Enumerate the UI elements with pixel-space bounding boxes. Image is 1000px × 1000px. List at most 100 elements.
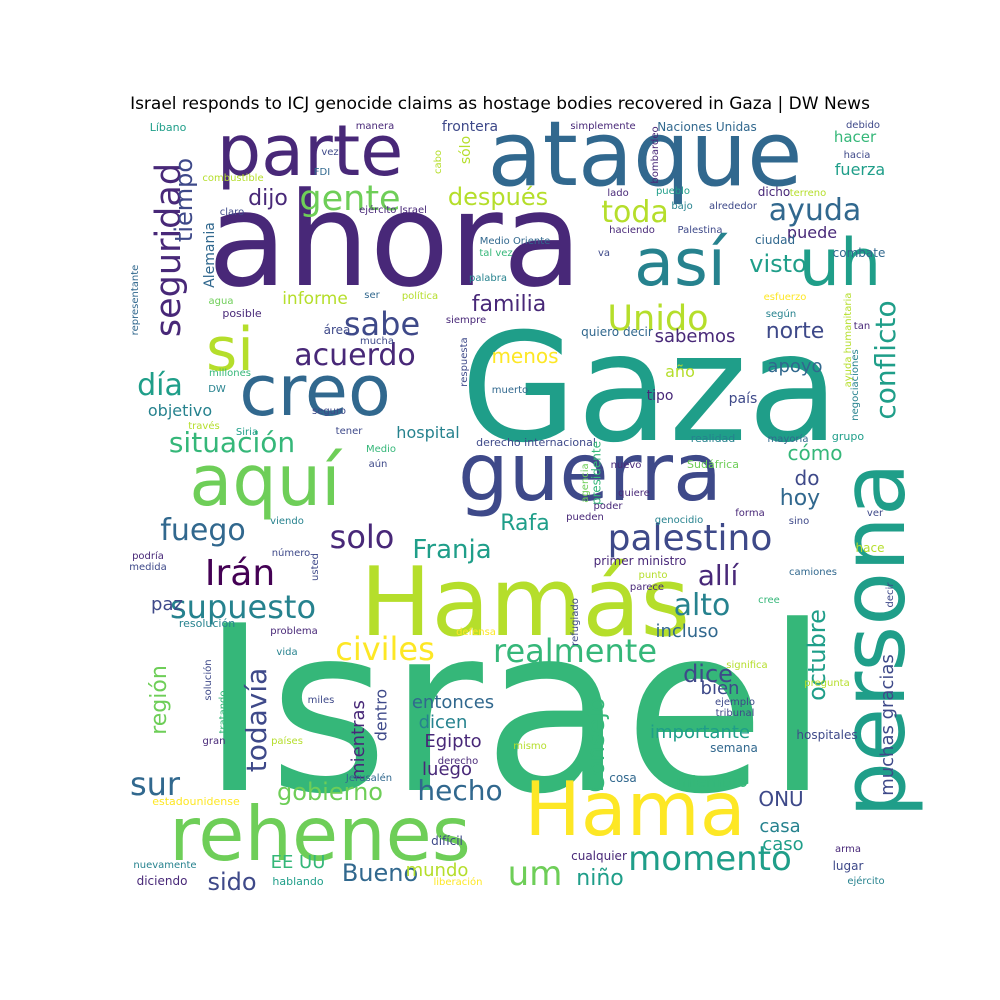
word-hamas: Hamás bbox=[360, 548, 690, 658]
word-gente: gente bbox=[299, 179, 400, 219]
word-manera: manera bbox=[356, 121, 395, 132]
word-semana: semana bbox=[710, 741, 758, 755]
word-podria: podría bbox=[132, 550, 164, 562]
word-seguridad: seguridad bbox=[149, 163, 189, 337]
word-cabo: cabo bbox=[433, 150, 444, 174]
word-ee-uu: EE UU bbox=[271, 852, 326, 873]
word-lugar: lugar bbox=[833, 859, 864, 873]
word-dijo: dijo bbox=[248, 186, 288, 211]
word-situacion: situación bbox=[169, 426, 295, 459]
word-como: cómo bbox=[788, 441, 843, 465]
word-frontera: frontera bbox=[442, 119, 498, 135]
word-dia: día bbox=[137, 368, 183, 403]
word-menos: menos bbox=[491, 344, 558, 368]
word-traves: través bbox=[188, 420, 219, 432]
word-representante: representante bbox=[130, 265, 141, 336]
word-solo: sólo bbox=[458, 136, 474, 164]
word-dw: DW bbox=[208, 384, 226, 395]
word-gobierno: gobierno bbox=[277, 778, 383, 806]
word-ver: ver bbox=[867, 508, 884, 519]
word-haciendo: haciendo bbox=[609, 225, 655, 236]
word-mundo: mundo bbox=[406, 860, 469, 881]
word-posible: posible bbox=[222, 307, 262, 320]
word-tan: tan bbox=[854, 321, 870, 332]
word-vez: vez bbox=[321, 147, 338, 158]
word-nuevo: nuevo bbox=[611, 460, 642, 471]
chart-title: Israel responds to ICJ genocide claims a… bbox=[130, 94, 870, 114]
word-esfuerzo: esfuerzo bbox=[764, 292, 807, 303]
word-politica: política bbox=[402, 290, 438, 302]
word-alemania: Alemania bbox=[202, 222, 218, 288]
word-sur: sur bbox=[130, 765, 181, 803]
word-bajo: bajo bbox=[671, 201, 692, 212]
word-parte: parte bbox=[217, 110, 404, 192]
word-tipo: tipo bbox=[647, 388, 674, 404]
word-area: área bbox=[324, 323, 351, 337]
word-claro: claro bbox=[220, 207, 244, 218]
word-despues: después bbox=[448, 183, 548, 211]
word-resolucion: resolución bbox=[179, 617, 235, 630]
word-todavia: todavía bbox=[240, 668, 273, 773]
word-alrededor: alrededor bbox=[709, 201, 758, 212]
word-cree: cree bbox=[758, 595, 780, 606]
word-guerra: guerra bbox=[458, 426, 722, 519]
word-defensa: defensa bbox=[456, 627, 496, 638]
word-rafa: Rafa bbox=[500, 511, 550, 536]
word-israel: Israel bbox=[201, 578, 830, 845]
word-mucha: mucha bbox=[360, 336, 394, 347]
word-objetivo: objetivo bbox=[148, 401, 212, 420]
word-terreno: terreno bbox=[790, 188, 827, 199]
word-conflicto: conflicto bbox=[869, 300, 902, 419]
word-si: si bbox=[206, 315, 254, 385]
word-grupo: grupo bbox=[832, 430, 864, 443]
word-entonces: entonces bbox=[412, 692, 494, 713]
word-ejercito: ejército bbox=[847, 875, 884, 887]
word-presidente: presidente bbox=[590, 441, 604, 505]
word-visto: visto bbox=[749, 250, 806, 278]
word-consejo: Consejo bbox=[582, 697, 610, 792]
word-jerusalen: Jerusalén bbox=[345, 772, 392, 784]
word-parece: parece bbox=[630, 582, 664, 593]
word-unido: Unido bbox=[607, 299, 708, 339]
word-onu: ONU bbox=[758, 787, 803, 811]
word-nuevamente: nuevamente bbox=[133, 860, 196, 871]
word-solo: solo bbox=[330, 518, 395, 556]
word-miles: miles bbox=[308, 695, 335, 706]
word-muchas-gracias: muchas gracias bbox=[877, 654, 898, 796]
word-naciones-unidas: Naciones Unidas bbox=[657, 120, 757, 134]
word-derecho: derecho bbox=[438, 756, 479, 767]
word-dificil: difícil bbox=[431, 834, 463, 848]
word-ataque: ataque bbox=[487, 102, 802, 207]
word-hecho: hecho bbox=[417, 774, 502, 807]
word-creo: creo bbox=[239, 350, 391, 432]
word-mayoria: mayoría bbox=[768, 433, 809, 445]
word-toda: toda bbox=[601, 195, 669, 230]
word-siempre: siempre bbox=[446, 315, 486, 326]
word-forma: forma bbox=[735, 508, 764, 519]
word-debido: debido bbox=[846, 120, 880, 131]
word-rehenes: rehenes bbox=[169, 790, 471, 878]
word-egipto: Egipto bbox=[424, 731, 481, 752]
word-fuerza: fuerza bbox=[835, 160, 885, 179]
word-poder: poder bbox=[593, 501, 623, 512]
word-muerto: muerto bbox=[492, 385, 528, 396]
word-pregunta: pregunta bbox=[804, 678, 849, 689]
word-luego: luego bbox=[422, 759, 472, 780]
word-seguro: seguro bbox=[312, 406, 346, 417]
word-asi: así bbox=[634, 226, 728, 301]
word-solucion: solución bbox=[202, 659, 214, 700]
word-agua: agua bbox=[209, 296, 234, 307]
word-usted: usted bbox=[310, 553, 321, 581]
word-civiles: civiles bbox=[335, 630, 435, 668]
word-ejemplo: ejemplo bbox=[715, 697, 755, 708]
word-alto: alto bbox=[674, 588, 731, 623]
word-diciendo: diciendo bbox=[137, 874, 188, 888]
word-vida: vida bbox=[276, 647, 297, 658]
word-informe: informe bbox=[282, 289, 348, 309]
word-arma: arma bbox=[835, 844, 861, 855]
word-realmente: realmente bbox=[493, 632, 657, 670]
word-pais: país bbox=[729, 391, 758, 407]
word-palestina: Palestina bbox=[677, 225, 722, 236]
word-aun: aún bbox=[369, 458, 388, 470]
